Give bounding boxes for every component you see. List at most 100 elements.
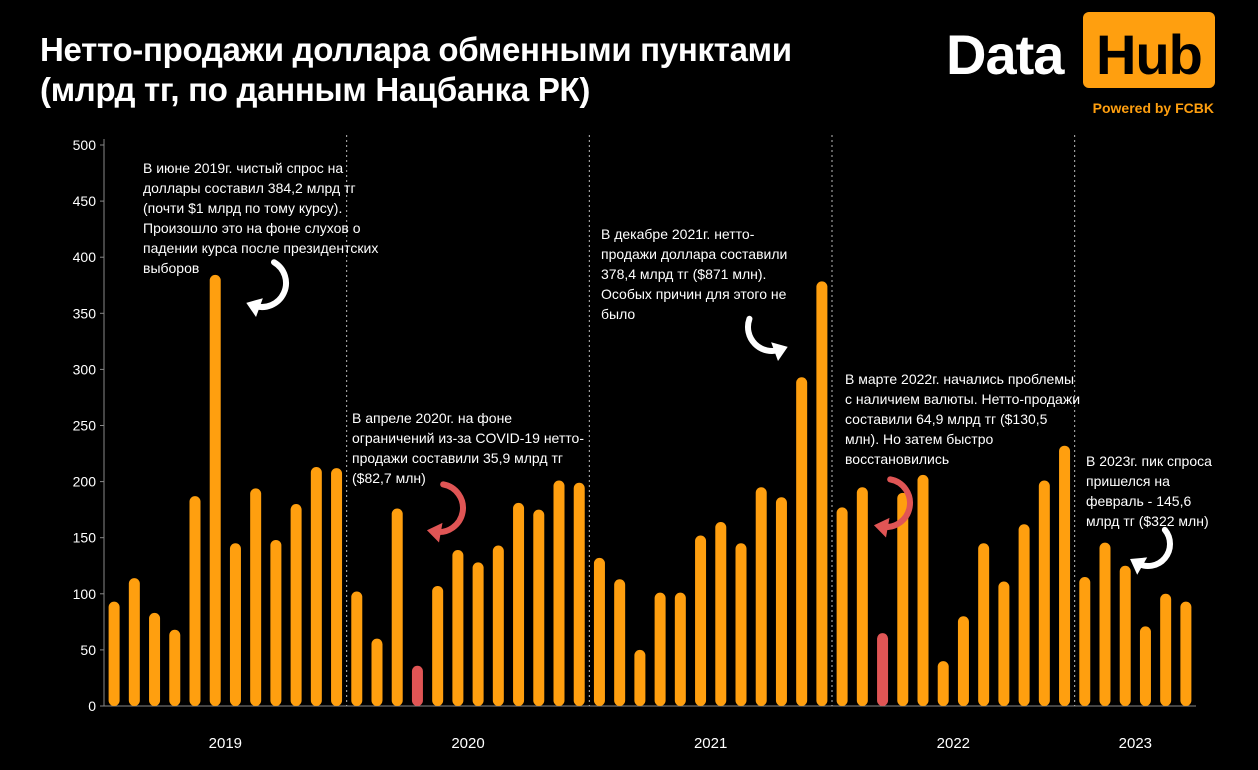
annotation-line: продажи доллара составили [601, 246, 788, 262]
bar [492, 545, 504, 706]
bar [553, 480, 565, 706]
bar [1119, 565, 1131, 706]
arrow-2022-head [873, 517, 890, 538]
bar [917, 474, 929, 706]
annotation-line: млрд тг ($322 млн) [1086, 513, 1209, 529]
bar [634, 649, 646, 706]
annotation-2019: В июне 2019г. чистый спрос на доллары сос… [143, 158, 378, 278]
annotation-line: февраль - 145,6 [1086, 493, 1192, 509]
arrow-2023-head [1130, 557, 1148, 575]
y-tick-label: 350 [73, 305, 97, 321]
bar [229, 543, 241, 706]
bar [209, 274, 221, 706]
chart-title: Нетто-продажи доллара обменными пунктами… [40, 30, 792, 110]
arrow-2020 [431, 481, 466, 535]
bar [391, 508, 403, 706]
annotation-line: В 2023г. пик спроса [1086, 453, 1212, 469]
bar [1079, 576, 1091, 706]
annotation-line: млн). Но затем быстро [845, 431, 994, 447]
arrow-2020-head [426, 522, 443, 543]
bar [290, 504, 302, 706]
annotation-line: В марте 2022г. начались проблемы [845, 371, 1075, 387]
bar [856, 487, 868, 706]
y-tick-label: 250 [73, 418, 97, 434]
logo-hub-box [1083, 12, 1215, 88]
bar [1139, 626, 1151, 706]
bar [998, 581, 1010, 706]
annotation-line: В декабре 2021г. нетто- [601, 226, 755, 242]
bar [897, 492, 909, 706]
annotation-line: было [601, 306, 636, 322]
year-label: 2023 [1119, 735, 1152, 752]
bar [1180, 601, 1192, 706]
arrow-2021-head [771, 342, 788, 362]
arrow-2019 [250, 259, 289, 310]
bar [533, 509, 545, 706]
bar [310, 467, 322, 706]
logo-tagline: Powered by FCBK [1092, 100, 1214, 116]
annotation-line: восстановились [845, 451, 950, 467]
bar [432, 585, 444, 706]
bar [775, 497, 787, 706]
bar [573, 482, 585, 706]
bar [957, 616, 969, 706]
year-label: 2019 [209, 735, 242, 752]
bar [937, 661, 949, 706]
y-tick-label: 0 [88, 698, 96, 714]
annotation-line: продажи составили 35,9 млрд тг [352, 450, 563, 466]
bar [816, 281, 828, 706]
bar [1038, 480, 1050, 706]
annotation-line: В июне 2019г. чистый спрос на [143, 160, 344, 176]
annotation-line: с наличием валюты. Нетто-продажи [845, 391, 1081, 407]
annotation-line: Произошло это на фоне слухов о [143, 220, 361, 236]
y-tick-label: 200 [73, 474, 97, 490]
annotation-line: составили 64,9 млрд тг ($130,5 [845, 411, 1048, 427]
bar [472, 562, 484, 706]
bar [1059, 445, 1071, 706]
y-tick-label: 400 [73, 249, 97, 265]
bar [978, 543, 990, 706]
logo-word-hub: Hub [1096, 23, 1203, 86]
bar [250, 488, 262, 706]
arrow-2021 [745, 315, 784, 354]
bar [1160, 593, 1172, 706]
annotation-2023: В 2023г. пик спроса пришелся на февраль - … [1086, 451, 1212, 531]
annotation-2021: В декабре 2021г. нетто-продажи доллара с… [601, 224, 787, 324]
bar [614, 579, 626, 706]
y-tick-label: 50 [80, 642, 96, 658]
annotation-2022: В марте 2022г. начались проблемы с наличи… [845, 369, 1080, 469]
bar [796, 377, 808, 706]
bar [1099, 542, 1111, 706]
y-tick-label: 100 [73, 586, 97, 602]
annotation-line: доллары составил 384,2 млрд тг [143, 180, 356, 196]
bar [593, 557, 605, 706]
annotation-line: 378,4 млрд тг ($871 млн). [601, 266, 767, 282]
bar [695, 535, 707, 706]
logo-word-data: Data [946, 23, 1064, 86]
bar [411, 665, 423, 706]
annotation-line: ($82,7 млн) [352, 470, 426, 486]
title-line-1: Нетто-продажи доллара обменными пунктами [40, 31, 792, 68]
annotation-line: пришелся на [1086, 473, 1170, 489]
bar [270, 539, 282, 706]
y-tick-label: 500 [73, 137, 97, 153]
bar [715, 521, 727, 706]
y-tick-label: 450 [73, 193, 97, 209]
y-tick-label: 300 [73, 361, 97, 377]
arrow-2022 [878, 476, 913, 530]
annotation-2020: В апреле 2020г. на фоне ограничений из-за… [352, 408, 584, 488]
bar [452, 550, 464, 706]
bar [128, 578, 140, 706]
annotation-line: падении курса после президентских [143, 240, 379, 256]
year-label: 2021 [694, 735, 727, 752]
annotation-line: ограничений из-за COVID-19 нетто- [352, 430, 584, 446]
arrow-2019-head [246, 298, 263, 318]
annotation-line: (почти $1 млрд по тому курсу). [143, 200, 343, 216]
bar [189, 496, 201, 706]
title-line-2: (млрд тг, по данным Нацбанка РК) [40, 71, 591, 108]
annotation-line: выборов [143, 260, 200, 276]
year-label: 2020 [451, 735, 484, 752]
bar [755, 487, 767, 706]
bar [836, 507, 848, 706]
